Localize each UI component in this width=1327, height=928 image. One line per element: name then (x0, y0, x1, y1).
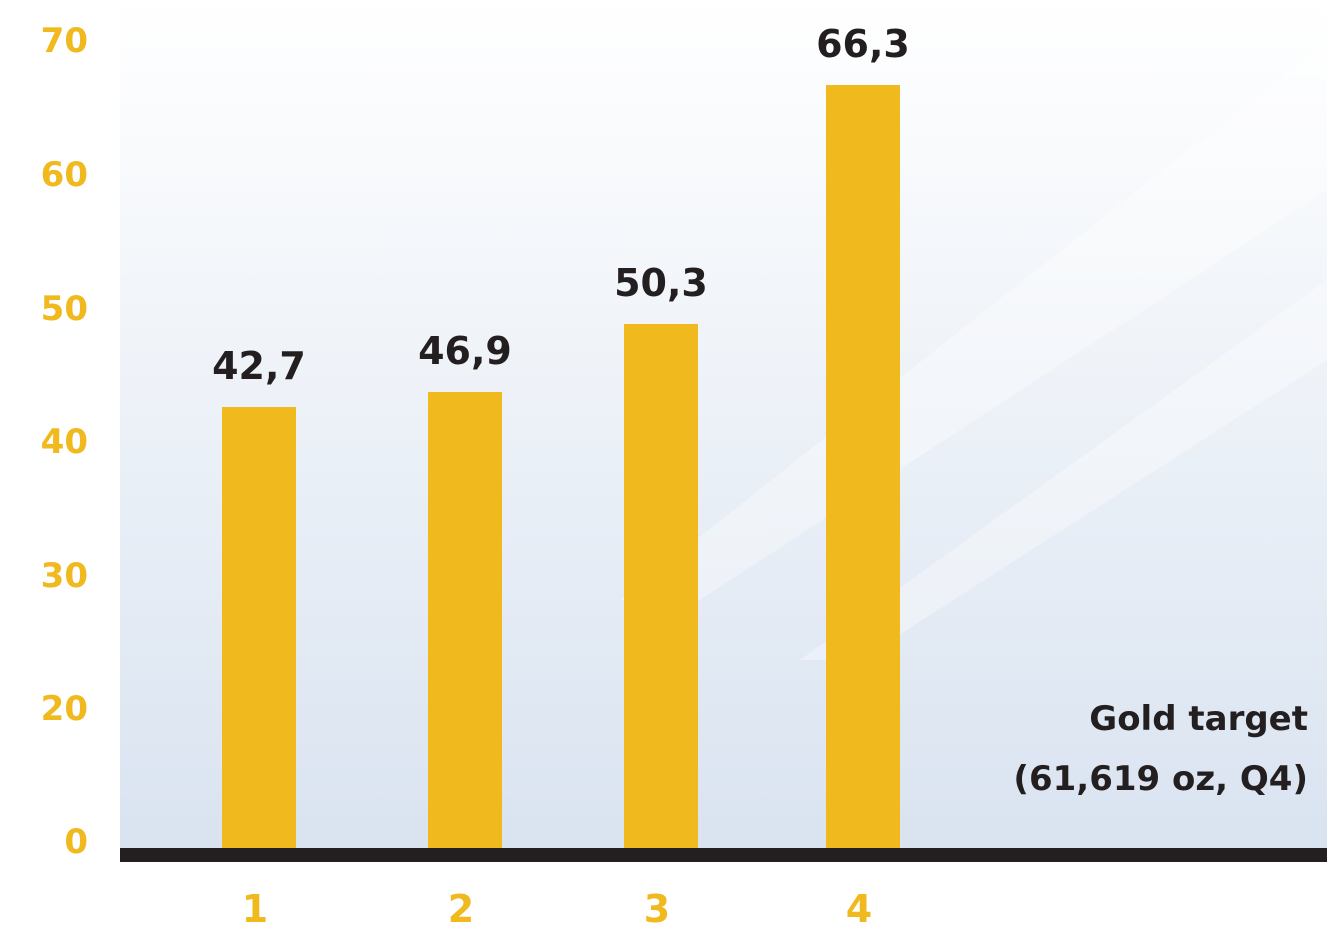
annotation-line1: Gold target (1089, 699, 1308, 739)
y-tick-label: 40 (41, 422, 88, 462)
bars-group (222, 85, 900, 848)
value-labels-group: 42,7 46,9 50,3 66,3 (212, 22, 910, 388)
y-tick-label: 60 (41, 155, 88, 195)
annotation-line2: (61,619 oz, Q4) (1013, 759, 1308, 799)
value-label-2: 46,9 (418, 329, 512, 373)
x-tick-label-4: 4 (846, 887, 872, 928)
bar-4 (826, 85, 900, 848)
bar-3 (624, 324, 698, 848)
y-tick-label: 0 (64, 822, 88, 862)
value-label-4: 66,3 (816, 22, 910, 66)
x-axis-ticks: 1 2 3 4 (242, 887, 872, 928)
bar-2 (428, 392, 502, 848)
value-label-3: 50,3 (614, 261, 708, 305)
plot-background (120, 0, 1327, 850)
y-axis-ticks: 0 20 30 40 50 60 70 (41, 21, 88, 862)
value-label-1: 42,7 (212, 344, 306, 388)
y-tick-label: 30 (41, 556, 88, 596)
y-tick-label: 20 (41, 689, 88, 729)
decorative-stripes (620, 40, 1327, 660)
x-axis-line (120, 848, 1327, 862)
x-tick-label-2: 2 (448, 887, 474, 928)
x-tick-label-3: 3 (644, 887, 670, 928)
x-tick-label-1: 1 (242, 887, 268, 928)
bar-1 (222, 407, 296, 848)
y-tick-label: 70 (41, 21, 88, 61)
y-tick-label: 50 (41, 289, 88, 329)
